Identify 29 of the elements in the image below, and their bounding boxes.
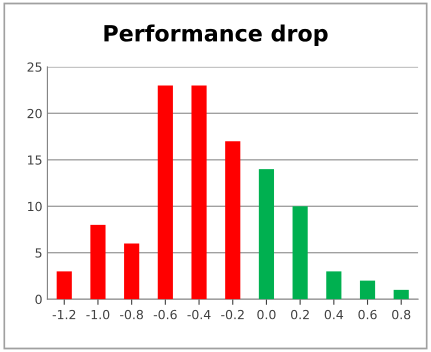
x-tick-label: -0.2: [221, 310, 244, 320]
y-tick-label: 20: [28, 108, 42, 118]
x-tick-label: 0.2: [291, 310, 309, 320]
y-tick-label: 10: [28, 202, 42, 212]
bar: [158, 85, 173, 300]
bar: [56, 271, 72, 300]
bar: [225, 141, 240, 300]
y-tick-label: 15: [28, 155, 42, 165]
bar: [191, 85, 207, 300]
bar: [394, 290, 409, 300]
bar: [258, 169, 274, 300]
bar: [360, 280, 376, 300]
x-tick-label: 0.6: [358, 310, 377, 320]
x-tick-label: -0.6: [154, 310, 177, 320]
x-tick-label: -0.8: [120, 310, 143, 320]
chart-title: Performance drop: [104, 24, 328, 46]
x-tick-label: -1.0: [86, 310, 110, 320]
x-tick-label: -1.2: [52, 310, 76, 320]
bar: [292, 206, 308, 300]
y-tick-label: 0: [35, 294, 42, 304]
y-tick-label: 25: [28, 62, 42, 72]
x-tick-label: 0.0: [257, 310, 276, 320]
x-tick-label: 0.4: [324, 310, 344, 320]
x-tick-label: 0.8: [392, 310, 410, 320]
x-tick-label: -0.4: [187, 310, 211, 320]
y-tick-label: 5: [36, 248, 42, 258]
bar: [326, 271, 342, 300]
bar: [90, 224, 106, 300]
bar: [124, 243, 140, 300]
